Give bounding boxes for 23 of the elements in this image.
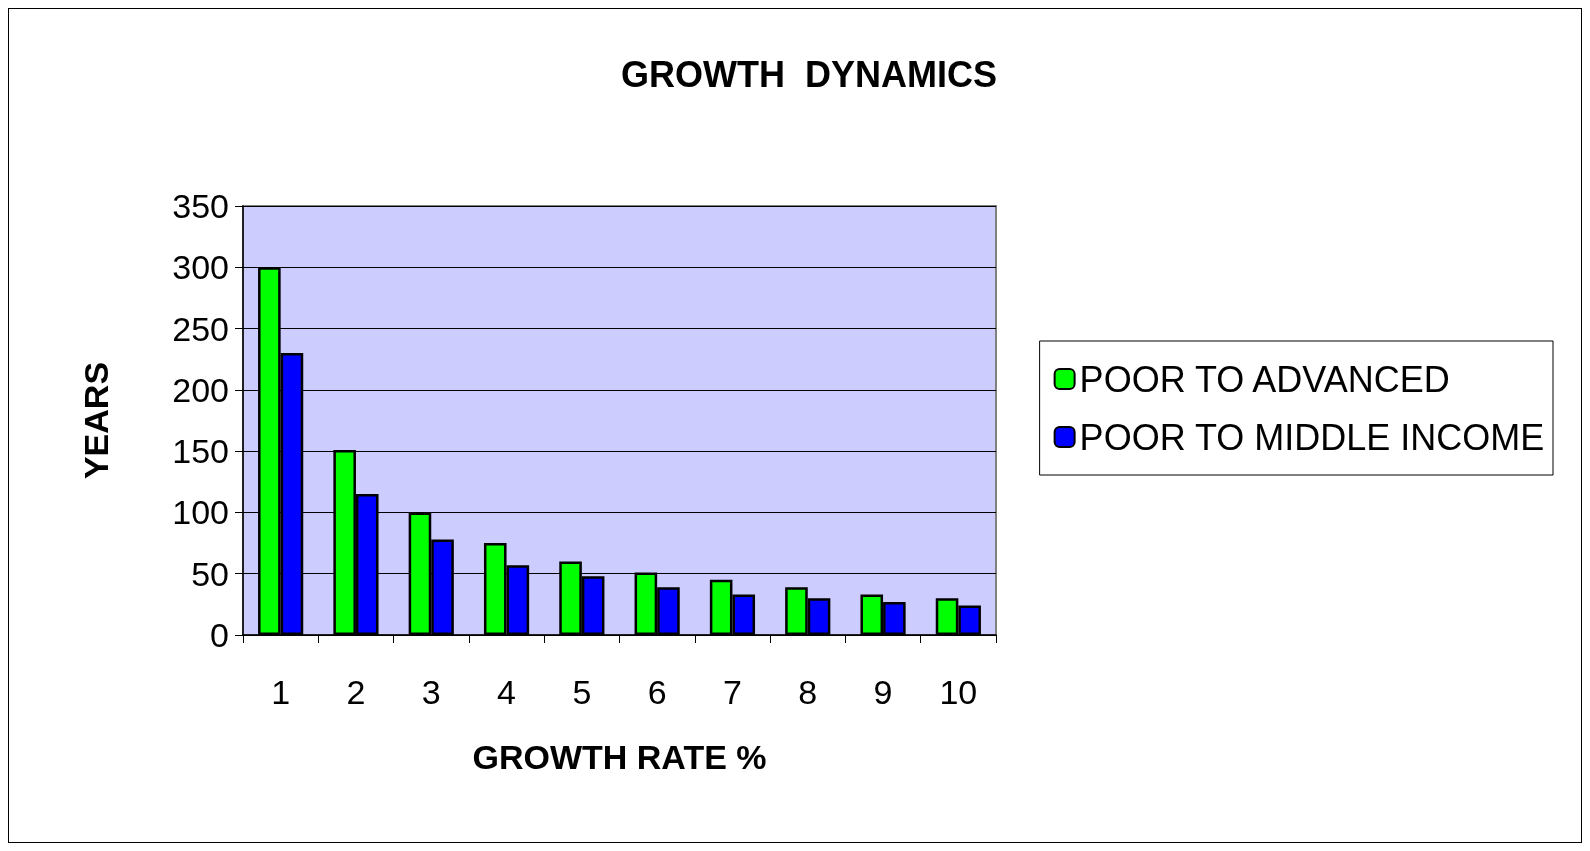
- x-tick-label: 1: [271, 673, 291, 711]
- x-tick-label: 6: [647, 673, 667, 711]
- x-tick-label: 9: [873, 673, 893, 711]
- x-tick-label: 3: [421, 673, 441, 711]
- y-tick-label: 300: [172, 248, 229, 287]
- legend-label: POOR TO MIDDLE INCOME: [1079, 416, 1545, 458]
- chart-title: GROWTH DYNAMICS: [621, 53, 997, 95]
- x-axis-title: GROWTH RATE %: [472, 738, 767, 776]
- x-tick-label: 4: [497, 673, 517, 711]
- y-tick-label: 150: [172, 432, 229, 471]
- legend-label: POOR TO ADVANCED: [1079, 358, 1450, 400]
- x-tick-label: 7: [722, 673, 742, 711]
- x-tick-label: 10: [939, 673, 978, 711]
- x-tick-label: 5: [572, 673, 592, 711]
- y-tick-label: 200: [172, 370, 229, 409]
- y-tick-label: 250: [172, 309, 229, 348]
- y-tick-label: 350: [172, 187, 229, 225]
- x-tick-label: 2: [346, 673, 366, 711]
- y-tick-label: 50: [191, 554, 229, 593]
- x-tick-label: 8: [798, 673, 818, 711]
- y-tick-label: 100: [172, 493, 229, 532]
- y-tick-label: 0: [210, 616, 229, 654]
- y-axis-title: YEARS: [77, 361, 115, 480]
